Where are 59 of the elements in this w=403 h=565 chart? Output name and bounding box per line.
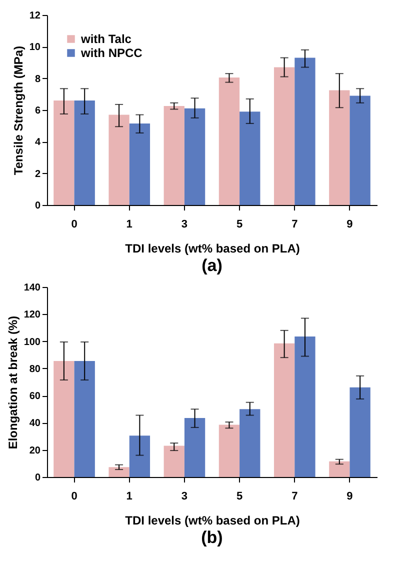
- bar: [108, 467, 130, 477]
- bar: [74, 360, 95, 477]
- bar: [294, 336, 316, 477]
- text: (b): [201, 528, 223, 547]
- bar: [164, 106, 184, 205]
- y-tick-label: 10: [29, 42, 41, 54]
- x-tick-label: 3: [181, 490, 188, 502]
- bar: [164, 446, 184, 477]
- bar: [294, 58, 316, 205]
- bar: [240, 409, 260, 477]
- y-axis-title: Tensile Strength (MPa): [11, 46, 26, 176]
- bar: [350, 387, 370, 477]
- x-tick-label: 1: [126, 490, 132, 502]
- bar: [350, 96, 370, 205]
- bar: [54, 100, 74, 205]
- y-tick-label: 80: [29, 364, 41, 375]
- x-tick-label: 5: [236, 218, 243, 230]
- bar: [274, 67, 295, 205]
- legend-label: with NPCC: [80, 46, 143, 60]
- x-tick-label: 9: [346, 490, 353, 502]
- bar: [184, 108, 206, 205]
- y-tick-label: 6: [34, 106, 41, 116]
- x-tick-label: 7: [292, 218, 298, 230]
- y-tick-label: 140: [24, 282, 41, 294]
- x-axis-title: TDI levels (wt% based on PLA): [125, 242, 300, 256]
- bar: [184, 418, 206, 477]
- x-tick-label: 7: [292, 490, 298, 502]
- y-tick-label: 40: [29, 418, 41, 430]
- bar: [54, 360, 74, 477]
- bar: [74, 100, 95, 205]
- x-tick-label: 0: [71, 218, 78, 230]
- bar: [329, 90, 350, 205]
- bar: [108, 114, 130, 205]
- x-axis-title: TDI levels (wt% based on PLA): [125, 514, 300, 528]
- y-tick-label: 60: [29, 391, 41, 402]
- bar: [274, 343, 295, 477]
- y-tick-label: 4: [34, 137, 41, 148]
- text: (a): [202, 256, 222, 275]
- y-tick-label: 120: [24, 310, 41, 321]
- y-tick-label: 0: [34, 200, 41, 212]
- bar: [129, 436, 150, 477]
- x-tick-label: 1: [126, 218, 132, 230]
- x-tick-label: 9: [346, 218, 353, 230]
- y-tick-label: 100: [24, 336, 41, 348]
- bar: [329, 461, 350, 477]
- y-tick-label: 2: [34, 168, 41, 180]
- y-tick-label: 0: [34, 472, 41, 484]
- y-axis-title: Elongation at break (%): [6, 316, 20, 450]
- bar: [218, 424, 240, 477]
- y-tick-label: 8: [34, 74, 41, 85]
- legend-label: with Talc: [80, 32, 132, 46]
- bar: [240, 112, 260, 205]
- y-tick-label: 12: [29, 10, 41, 22]
- x-tick-label: 3: [181, 218, 188, 230]
- x-tick-label: 5: [236, 490, 243, 502]
- bar: [129, 123, 150, 205]
- x-tick-label: 0: [71, 490, 78, 502]
- bar: [218, 78, 240, 205]
- y-tick-label: 20: [29, 445, 41, 456]
